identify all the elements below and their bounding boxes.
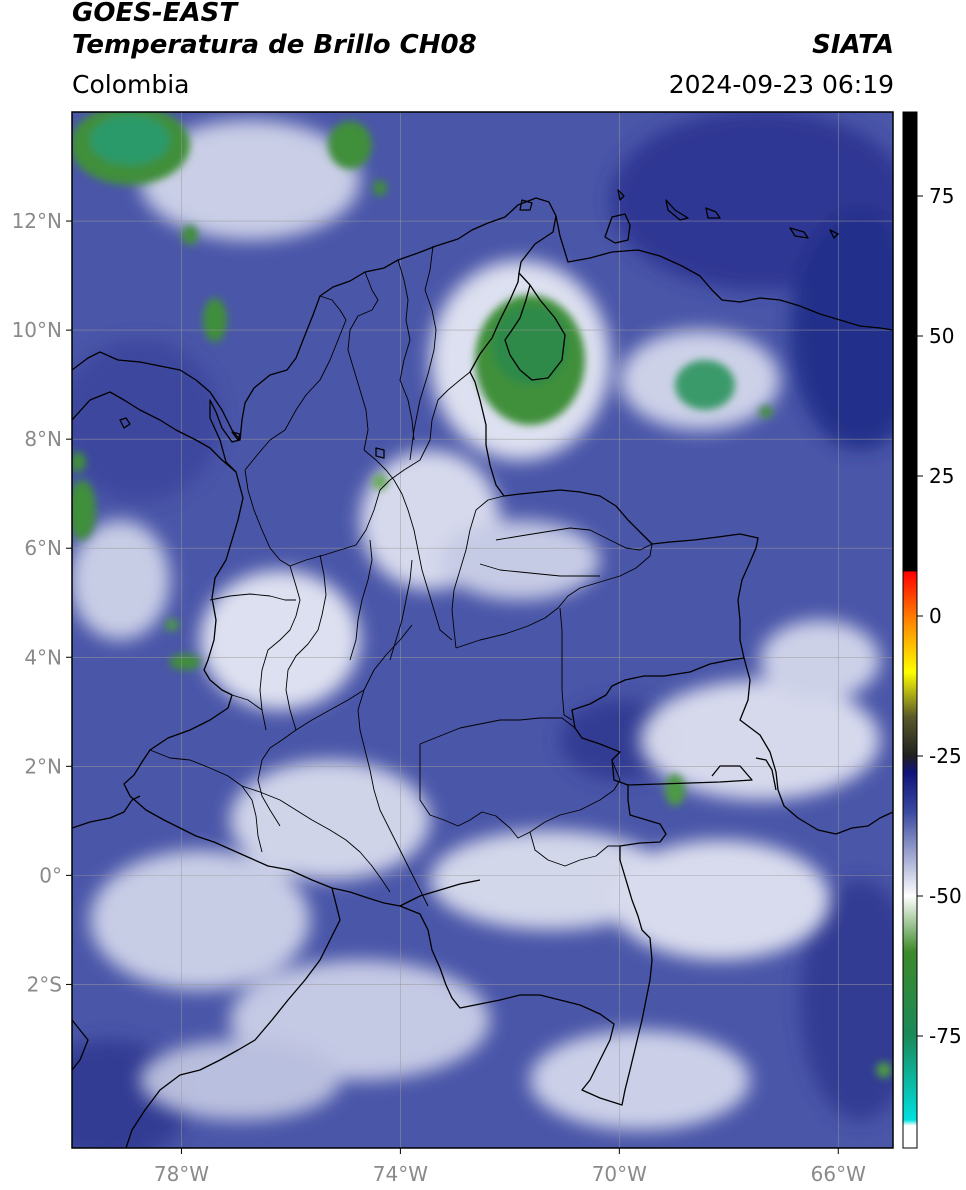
colorbar-ticks: 75 50 25 0 -25 -50 -75: [917, 184, 962, 1048]
agency-label: SIATA: [812, 30, 894, 60]
region-label: Colombia: [72, 70, 190, 99]
colorbar-frame: [902, 111, 918, 1149]
lat-tick-label: 4°N: [24, 645, 62, 669]
datetime-label: 2024-09-23 06:19: [668, 70, 894, 99]
colorbar-tick-label: -75: [929, 1024, 962, 1048]
lon-tick-label: 70°W: [592, 1162, 647, 1186]
ecuador-border: [72, 795, 141, 829]
latitude-labels: 12°N 10°N 8°N 6°N 4°N 2°N 0° 2°S: [12, 209, 72, 996]
lat-tick-label: 2°S: [27, 972, 62, 996]
islands: [119, 417, 385, 459]
lon-tick-label: 66°W: [811, 1162, 866, 1186]
colombia-border: [123, 197, 759, 1106]
department-borders: [149, 245, 653, 907]
colorbar-tick-label: -25: [929, 744, 962, 768]
colorbar-tick-label: 50: [929, 324, 954, 348]
lat-tick-label: 10°N: [12, 318, 62, 342]
lon-tick-label: 74°W: [373, 1162, 428, 1186]
colorbar-tick-label: 25: [929, 464, 954, 488]
satellite-title: GOES-EAST: [72, 0, 238, 28]
graticule: [72, 112, 893, 1148]
venezuela-south-border: [739, 657, 893, 835]
lat-tick-label: 0°: [39, 863, 62, 887]
product-title: Temperatura de Brillo CH08: [72, 30, 477, 60]
colorbar-tick-label: 75: [929, 184, 954, 208]
longitude-labels: 78°W 74°W 70°W 66°W: [154, 1148, 866, 1186]
lon-tick-label: 78°W: [154, 1162, 209, 1186]
lat-tick-label: 6°N: [24, 536, 62, 560]
ecuador-peru-border: [125, 887, 341, 1148]
lat-tick-label: 12°N: [12, 209, 62, 233]
peru-brazil: [399, 879, 481, 907]
panama-coast: [72, 351, 241, 441]
venezuela-gulf: [504, 272, 566, 381]
panama-south: [72, 391, 237, 473]
colorbar-tick-label: -50: [929, 884, 962, 908]
colorbar-tick-label: 0: [929, 604, 942, 628]
map-frame: [71, 111, 894, 1149]
venezuela-inner: [755, 757, 777, 791]
lat-tick-label: 2°N: [24, 754, 62, 778]
venezuela-brazil: [627, 765, 753, 786]
ecuador-coast: [72, 1019, 89, 1071]
colorbar: [903, 112, 917, 1148]
political-borders: [72, 189, 893, 1148]
deep-convection-cells: [72, 112, 892, 1078]
venezuela-coast: [555, 215, 893, 331]
aruba-curacao: [519, 189, 839, 244]
cold-cloud-regions: [72, 120, 880, 1130]
satellite-image: [72, 112, 893, 1148]
lat-tick-label: 8°N: [24, 427, 62, 451]
